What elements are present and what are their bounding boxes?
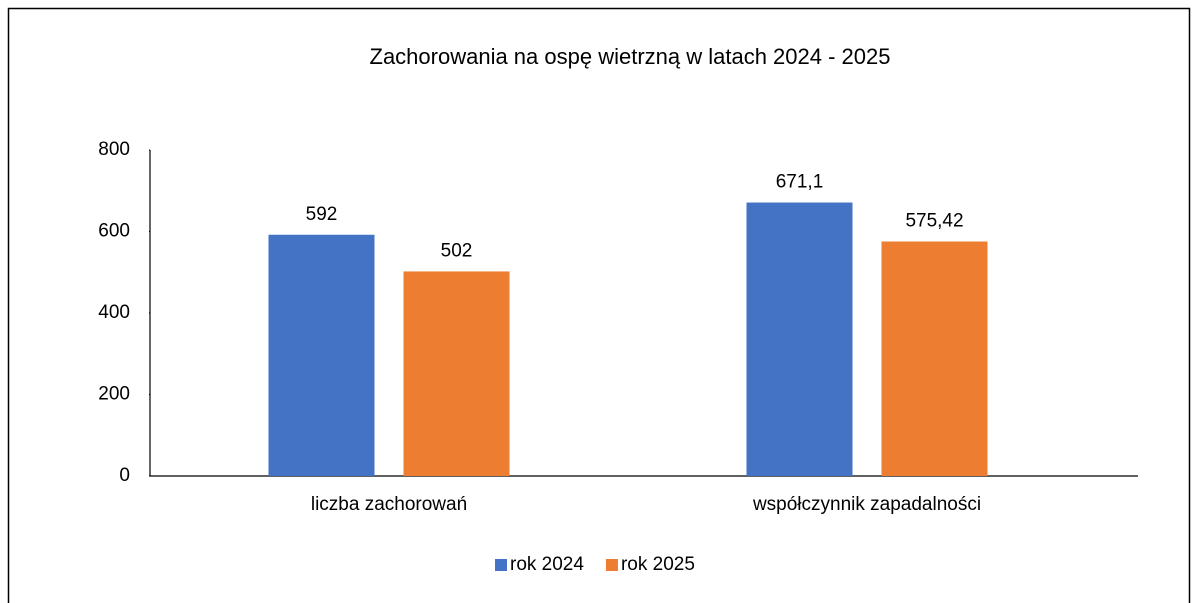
chart-frame: [7, 7, 1191, 603]
legend-swatch: [605, 559, 618, 571]
data-label: 592: [306, 204, 338, 225]
x-tick-label: liczba zachorowań: [311, 494, 467, 515]
x-tick-label: współczynnik zapadalności: [752, 494, 981, 515]
data-label: 575,42: [905, 211, 963, 232]
bar: [881, 241, 988, 476]
bar: [268, 234, 375, 476]
legend-label: rok 2024: [510, 554, 584, 575]
data-label: 671,1: [776, 172, 824, 193]
y-tick-label: 200: [98, 384, 130, 405]
bar: [403, 271, 510, 476]
y-tick-label: 0: [119, 465, 130, 486]
legend-swatch: [495, 559, 507, 571]
bar: [746, 202, 853, 477]
legend-label: rok 2025: [621, 554, 695, 575]
y-tick-label: 400: [98, 302, 130, 323]
data-label: 502: [441, 240, 473, 261]
y-tick-label: 600: [98, 221, 130, 242]
y-tick-label: 800: [98, 139, 130, 160]
chart-title: Zachorowania na ospę wietrzną w latach 2…: [370, 44, 891, 69]
